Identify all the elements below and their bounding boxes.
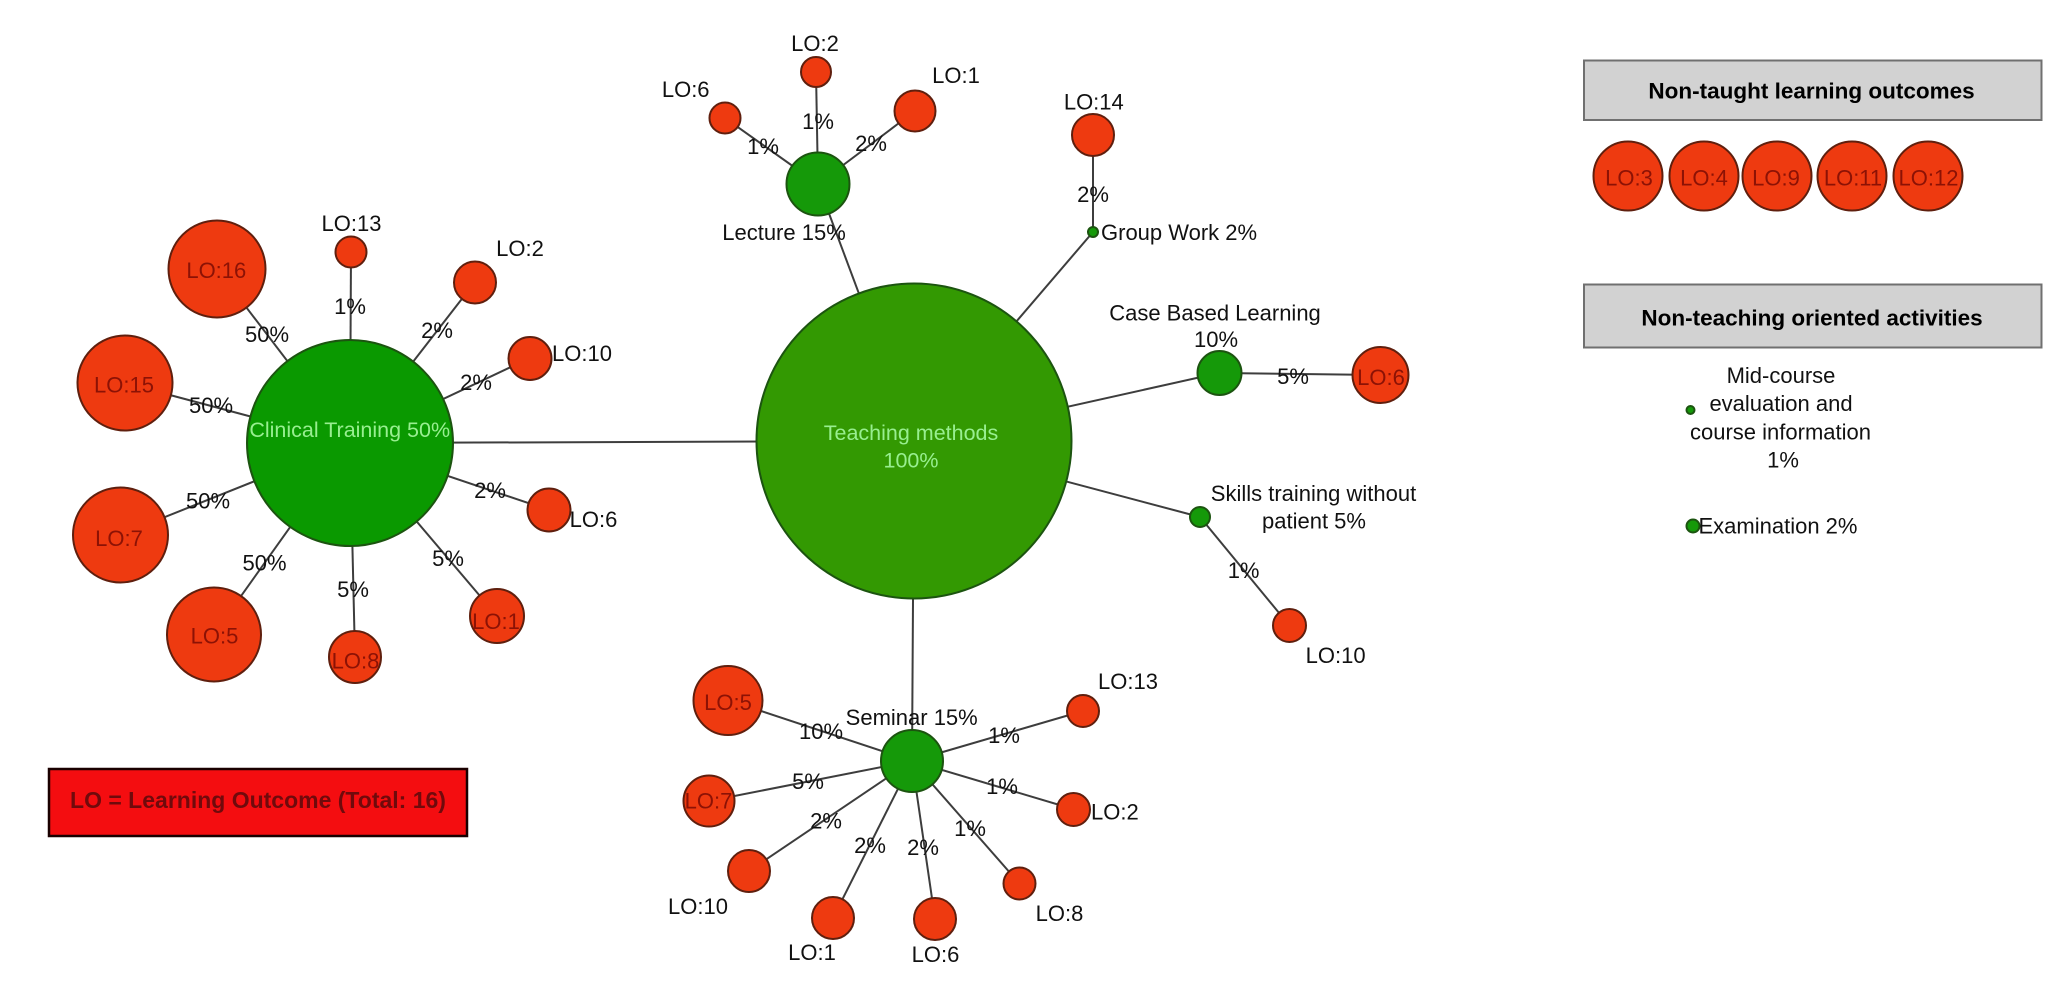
svg-text:Mid-course: Mid-course bbox=[1727, 363, 1836, 388]
svg-text:LO:9: LO:9 bbox=[1752, 166, 1800, 191]
svg-text:LO:13: LO:13 bbox=[322, 211, 382, 236]
svg-text:LO:1: LO:1 bbox=[932, 63, 980, 88]
svg-text:1%: 1% bbox=[986, 774, 1018, 799]
svg-text:2%: 2% bbox=[854, 833, 886, 858]
svg-text:Lecture 15%: Lecture 15% bbox=[722, 220, 846, 245]
svg-text:LO:14: LO:14 bbox=[1064, 90, 1124, 115]
svg-text:LO:4: LO:4 bbox=[1680, 166, 1728, 191]
svg-text:1%: 1% bbox=[334, 294, 366, 319]
svg-text:10%: 10% bbox=[799, 719, 843, 744]
svg-text:LO:11: LO:11 bbox=[1824, 166, 1882, 191]
svg-text:5%: 5% bbox=[1277, 364, 1309, 389]
svg-text:1%: 1% bbox=[747, 134, 779, 159]
svg-text:LO:1: LO:1 bbox=[472, 609, 520, 634]
svg-text:1%: 1% bbox=[988, 723, 1020, 748]
svg-text:LO:16: LO:16 bbox=[186, 258, 246, 283]
svg-text:LO:6: LO:6 bbox=[1357, 365, 1405, 390]
svg-text:50%: 50% bbox=[245, 322, 289, 347]
svg-text:Teaching methods: Teaching methods bbox=[824, 421, 999, 445]
svg-text:Non-teaching oriented activiti: Non-teaching oriented activities bbox=[1641, 306, 1982, 331]
svg-text:1%: 1% bbox=[1767, 448, 1799, 473]
svg-text:LO:2: LO:2 bbox=[791, 31, 839, 56]
svg-text:5%: 5% bbox=[432, 546, 464, 571]
svg-text:LO:7: LO:7 bbox=[95, 526, 143, 551]
svg-text:Examination 2%: Examination 2% bbox=[1699, 514, 1858, 539]
svg-text:2%: 2% bbox=[421, 318, 453, 343]
svg-text:Seminar 15%: Seminar 15% bbox=[846, 705, 978, 730]
svg-text:LO:15: LO:15 bbox=[94, 373, 154, 398]
svg-text:50%: 50% bbox=[186, 489, 230, 514]
svg-text:LO:12: LO:12 bbox=[1899, 166, 1959, 191]
svg-text:2%: 2% bbox=[460, 370, 492, 395]
svg-text:LO:8: LO:8 bbox=[1036, 901, 1084, 926]
svg-text:10%: 10% bbox=[1194, 327, 1238, 352]
svg-text:Non-taught learning outcomes: Non-taught learning outcomes bbox=[1648, 79, 1974, 104]
svg-text:LO = Learning Outcome (Total:: LO = Learning Outcome (Total: 16) bbox=[70, 787, 446, 813]
svg-text:evaluation and: evaluation and bbox=[1709, 391, 1852, 416]
svg-text:2%: 2% bbox=[855, 131, 887, 156]
svg-text:1%: 1% bbox=[954, 816, 986, 841]
svg-text:2%: 2% bbox=[907, 835, 939, 860]
svg-text:5%: 5% bbox=[337, 577, 369, 602]
svg-text:LO:13: LO:13 bbox=[1098, 669, 1158, 694]
svg-text:LO:7: LO:7 bbox=[685, 789, 733, 814]
svg-text:2%: 2% bbox=[1077, 182, 1109, 207]
svg-text:Case Based Learning: Case Based Learning bbox=[1109, 301, 1321, 326]
svg-text:LO:8: LO:8 bbox=[332, 649, 380, 674]
svg-text:LO:5: LO:5 bbox=[191, 624, 239, 649]
svg-text:50%: 50% bbox=[242, 551, 286, 576]
svg-text:5%: 5% bbox=[792, 769, 824, 794]
svg-text:LO:6: LO:6 bbox=[662, 77, 710, 102]
svg-text:2%: 2% bbox=[474, 478, 506, 503]
svg-text:1%: 1% bbox=[802, 109, 834, 134]
svg-text:1%: 1% bbox=[1228, 558, 1260, 583]
svg-text:LO:10: LO:10 bbox=[668, 894, 728, 919]
svg-text:LO:2: LO:2 bbox=[1091, 800, 1139, 825]
svg-text:LO:5: LO:5 bbox=[704, 690, 752, 715]
svg-text:LO:2: LO:2 bbox=[496, 236, 544, 261]
svg-text:100%: 100% bbox=[884, 449, 939, 473]
svg-text:LO:10: LO:10 bbox=[552, 341, 612, 366]
svg-text:LO:10: LO:10 bbox=[1306, 643, 1366, 668]
svg-text:patient 5%: patient 5% bbox=[1262, 509, 1366, 534]
svg-text:2%: 2% bbox=[810, 809, 842, 834]
svg-text:LO:6: LO:6 bbox=[570, 507, 618, 532]
svg-text:Skills training without: Skills training without bbox=[1211, 481, 1416, 506]
svg-text:LO:6: LO:6 bbox=[912, 942, 960, 967]
svg-text:Clinical Training 50%: Clinical Training 50% bbox=[249, 418, 450, 442]
svg-text:LO:1: LO:1 bbox=[788, 940, 836, 965]
svg-text:Group Work 2%: Group Work 2% bbox=[1101, 220, 1257, 245]
svg-text:50%: 50% bbox=[189, 393, 233, 418]
svg-text:course information: course information bbox=[1690, 420, 1871, 445]
svg-text:LO:3: LO:3 bbox=[1605, 166, 1653, 191]
